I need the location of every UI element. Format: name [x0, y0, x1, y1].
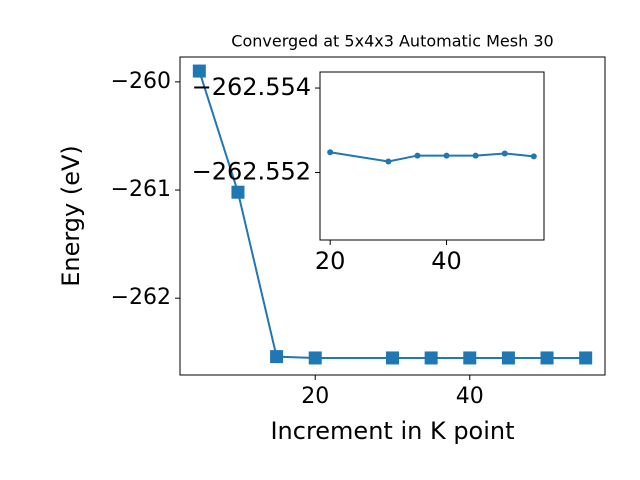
y-tick-label: −261	[111, 177, 171, 202]
marker	[385, 158, 392, 165]
marker	[501, 351, 515, 365]
axes-frame	[179, 56, 606, 376]
marker	[192, 64, 206, 78]
marker	[530, 153, 537, 160]
y-tick-label: −260	[111, 69, 171, 94]
marker	[327, 149, 334, 156]
marker	[579, 351, 593, 365]
marker	[501, 150, 508, 157]
x-tick-label: 20	[315, 247, 346, 275]
marker	[308, 351, 322, 365]
axes-frame	[319, 71, 545, 241]
marker	[443, 152, 450, 159]
marker	[463, 351, 477, 365]
line	[198, 70, 586, 359]
y-tick-label: −262.554	[192, 73, 311, 101]
marker	[424, 351, 438, 365]
y-tick-label: −262	[111, 285, 171, 310]
y-tick-label: −262.552	[192, 157, 311, 185]
marker	[386, 351, 399, 365]
x-axis-label: Increment in K point	[270, 417, 514, 445]
x-tick-label: 40	[456, 384, 484, 409]
marker	[540, 351, 554, 365]
marker	[231, 185, 245, 199]
x-tick-label: 20	[301, 384, 329, 409]
y-axis-label: Energy (eV)	[57, 145, 85, 287]
x-tick-label: 40	[431, 247, 462, 275]
chart-title: Converged at 5x4x3 Automatic Mesh 30	[231, 32, 553, 51]
marker	[270, 350, 284, 364]
marker	[414, 152, 421, 159]
marker	[472, 152, 479, 159]
